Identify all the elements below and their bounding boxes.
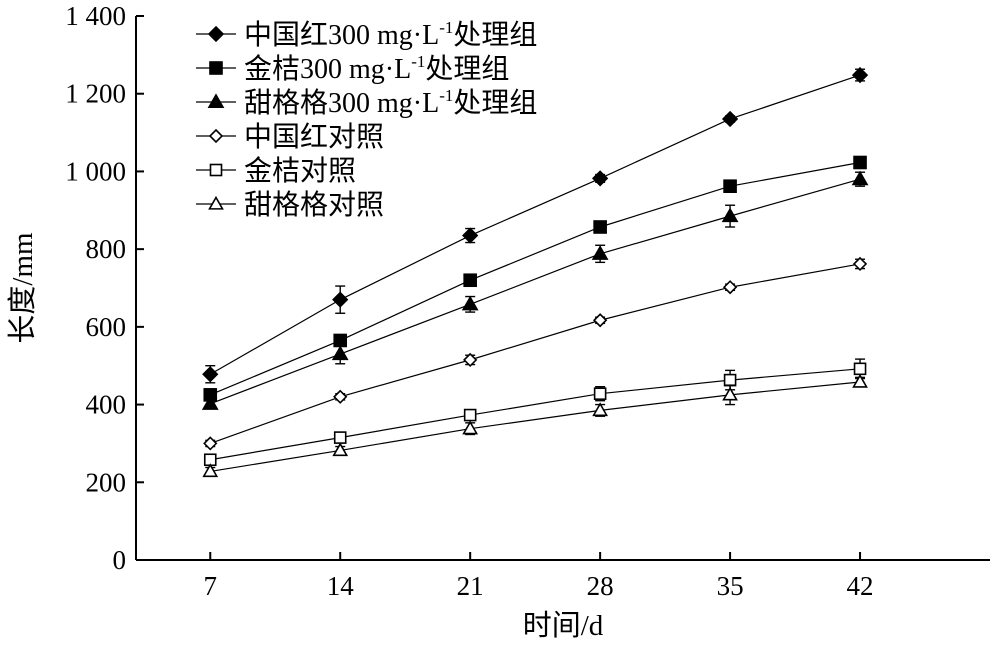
- legend-entry: 中国红300 mg·L-1处理组: [196, 18, 537, 51]
- data-point: [332, 291, 349, 308]
- data-point: [463, 352, 478, 368]
- series-line: [210, 178, 861, 405]
- legend-marker: [207, 25, 225, 43]
- y-tick-label: 1 000: [65, 156, 126, 186]
- legend-label: 甜格格300 mg·L-1处理组: [244, 86, 537, 119]
- data-point: [462, 420, 479, 435]
- y-axis-title: 长度/mm: [6, 232, 39, 344]
- legend-entry: 金桔对照: [196, 155, 356, 187]
- series-line: [210, 263, 861, 444]
- x-ticks: 7 14 21 28 35 42: [204, 552, 874, 601]
- y-tick-label: 1 400: [65, 1, 126, 31]
- y-tick-label: 800: [86, 234, 127, 264]
- data-point: [203, 436, 218, 451]
- data-point: [853, 362, 867, 376]
- x-tick-label: 7: [204, 571, 218, 601]
- x-axis-title: 时间/d: [523, 609, 604, 642]
- legend-label: 中国红300 mg·L-1处理组: [244, 18, 537, 51]
- data-point: [592, 313, 608, 328]
- data-point: [591, 170, 609, 187]
- legend-marker: [209, 61, 223, 75]
- series-5: [203, 358, 867, 467]
- series-1: [202, 66, 869, 384]
- legend-marker: [207, 93, 225, 109]
- data-point: [721, 110, 739, 128]
- data-point: [202, 463, 219, 478]
- data-point: [463, 273, 477, 288]
- legend-marker: [209, 163, 223, 177]
- legend-entry: 甜格格300 mg·L-1处理组: [196, 86, 537, 119]
- data-point: [853, 155, 867, 170]
- legend-entry: 中国红对照: [196, 121, 384, 153]
- data-point: [851, 170, 869, 186]
- legend-label: 金桔对照: [244, 155, 356, 187]
- data-point: [593, 220, 607, 234]
- legend-label: 中国红对照: [244, 121, 384, 153]
- axes: [135, 16, 990, 561]
- data-point: [593, 387, 607, 400]
- legend-marker: [208, 195, 224, 210]
- series-line: [210, 381, 861, 472]
- data-point: [462, 227, 479, 244]
- series-6: [202, 373, 868, 478]
- series-layer: [201, 66, 869, 478]
- data-point: [463, 408, 477, 422]
- y-tick-label: 0: [113, 545, 127, 575]
- x-tick-label: 35: [717, 571, 744, 601]
- data-point: [332, 442, 349, 457]
- y-tick-label: 600: [86, 312, 127, 342]
- series-line: [209, 74, 861, 375]
- series-3: [201, 170, 869, 410]
- y-tick-label: 200: [86, 467, 127, 497]
- legend-label: 甜格格对照: [244, 189, 384, 221]
- series-line: [210, 161, 861, 396]
- legend-entry: 甜格格对照: [196, 189, 384, 221]
- y-ticks: 0 200 400 600 800 1 000 1 200 1 400: [65, 1, 144, 575]
- y-tick-label: 1 200: [65, 79, 126, 109]
- data-point: [333, 389, 348, 404]
- data-point: [461, 295, 479, 311]
- data-point: [722, 280, 738, 295]
- x-tick-label: 21: [457, 571, 484, 601]
- data-point: [592, 402, 609, 417]
- data-point: [201, 395, 219, 410]
- data-point: [722, 386, 738, 401]
- series-4: [203, 256, 868, 451]
- x-tick-label: 14: [327, 571, 355, 601]
- x-tick-label: 42: [847, 571, 874, 601]
- legend-marker: [208, 128, 224, 144]
- data-point: [721, 207, 739, 223]
- legend-entry: 金桔300 mg·L-1处理组: [196, 52, 509, 85]
- data-point: [331, 345, 349, 361]
- data-point: [591, 245, 609, 260]
- data-point: [852, 373, 868, 388]
- data-point: [723, 179, 737, 193]
- data-point: [852, 256, 868, 272]
- data-point: [723, 373, 737, 387]
- data-point: [202, 366, 219, 383]
- legend-label: 金桔300 mg·L-1处理组: [244, 52, 509, 85]
- y-tick-label: 400: [86, 390, 127, 420]
- data-point: [851, 66, 869, 84]
- series-line: [210, 368, 861, 461]
- x-tick-label: 28: [587, 571, 614, 601]
- data-point: [333, 431, 347, 444]
